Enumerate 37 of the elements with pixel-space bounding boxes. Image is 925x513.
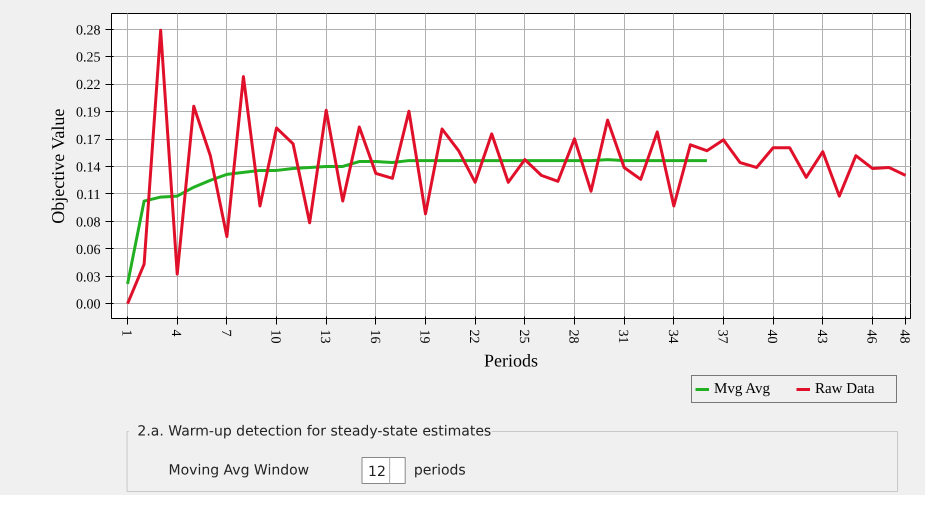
x-tick-label: 16: [366, 330, 382, 344]
x-tick-label: 1: [118, 330, 134, 336]
y-tick-label: 0.22: [76, 78, 100, 94]
x-tick-label: 40: [764, 330, 780, 344]
line-series: [126, 28, 908, 306]
text: 2.a. Warm-up detection for steady-state estimates: [137, 424, 492, 440]
x-axis-title: Periods: [484, 350, 538, 370]
y-tick-label: 0.25: [76, 50, 100, 66]
y-tick-label: 0.08: [76, 215, 100, 230]
y-axis-title: Objective Value: [48, 108, 68, 224]
x-tick-label: 34: [664, 330, 680, 344]
x-tick-label: 22: [466, 330, 482, 344]
y-tick-label: 0.19: [76, 106, 100, 121]
text: 12: [368, 464, 386, 480]
text: Moving Avg Window: [168, 462, 310, 478]
x-tick-label: 48: [896, 330, 912, 344]
x-tick-label: 7: [218, 330, 233, 336]
y-tick-label: 0.28: [76, 23, 100, 38]
y-tick-label: 0.14: [76, 160, 100, 176]
x-tick-label: 13: [317, 330, 332, 344]
legend-label: Mvg Avg: [714, 380, 771, 398]
x-tick-label: 46: [863, 330, 878, 344]
text: periods: [414, 462, 466, 478]
x-tick-label: 37: [714, 330, 730, 344]
x-tick-label: 25: [516, 330, 531, 344]
legend-label: Raw Data: [815, 380, 876, 398]
y-tick-label: 0.17: [76, 133, 100, 148]
y-tick-label: 0.00: [76, 298, 100, 313]
x-tick-label: 19: [416, 330, 432, 344]
x-tick-label: 4: [168, 330, 184, 336]
y-tick-label: 0.11: [76, 188, 101, 203]
y-tick-label: 0.06: [76, 242, 100, 258]
y-tick-label: 0.03: [76, 270, 100, 286]
x-tick-label: 28: [565, 330, 580, 344]
x-tick-label: 31: [615, 330, 630, 344]
x-tick-label: 10: [268, 330, 283, 344]
x-tick-label: 43: [814, 330, 829, 344]
